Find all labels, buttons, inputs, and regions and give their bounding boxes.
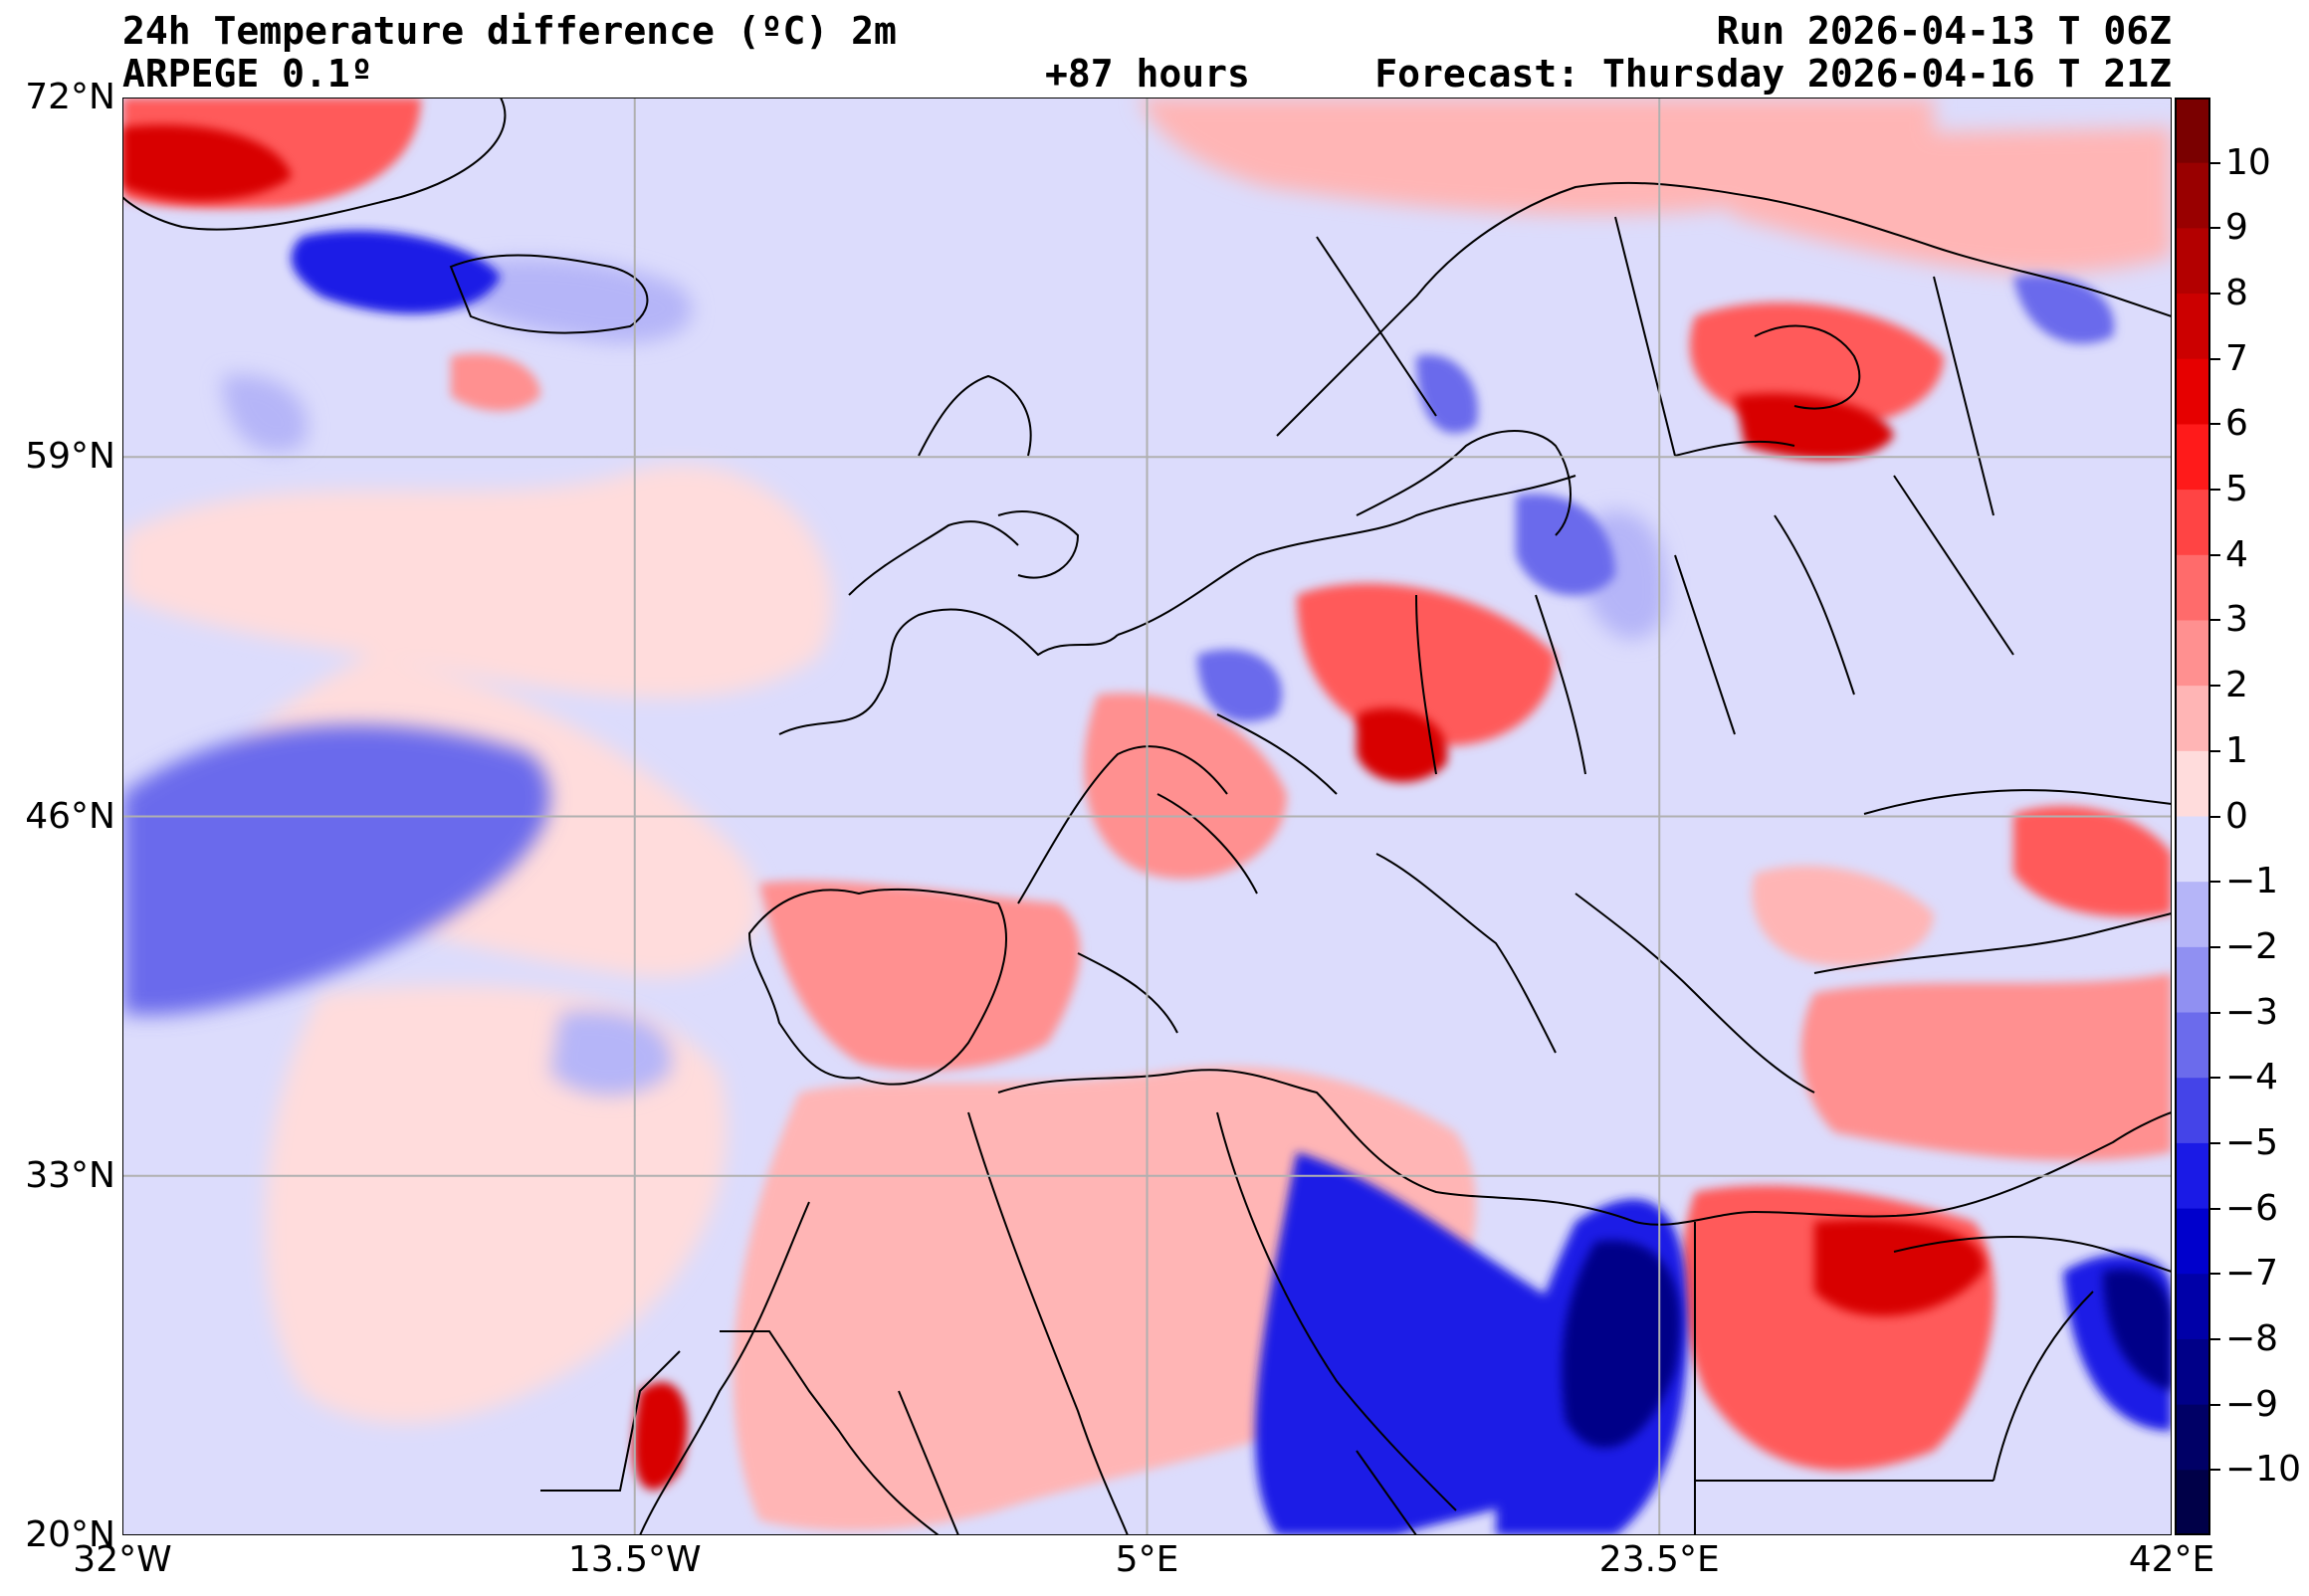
- hot-core-areas: [122, 124, 1985, 1491]
- colorbar-swatch: [2175, 1208, 2210, 1275]
- colorbar-swatch: [2175, 1142, 2210, 1210]
- colorbar-swatch: [2175, 554, 2210, 621]
- model-label: ARPEGE 0.1º: [122, 52, 373, 96]
- colorbar-tick: [2210, 1077, 2220, 1080]
- colorbar-tick: [2210, 161, 2220, 164]
- colorbar-frame: [2175, 98, 2210, 1535]
- colorbar-tick: [2210, 357, 2220, 360]
- latitude-tick-label: 72°N: [25, 77, 115, 117]
- graticule: [122, 98, 2172, 1535]
- colorbar-tick: [2210, 1011, 2220, 1014]
- colorbar: [2175, 98, 2210, 1535]
- colorbar-label: 0: [2225, 795, 2248, 837]
- colorbar-swatch: [2175, 490, 2210, 556]
- longitude-tick-label: 23.5°E: [1598, 1539, 1720, 1580]
- colorbar-tick: [2210, 489, 2220, 492]
- colorbar-tick: [2210, 619, 2220, 622]
- colorbar-label: −10: [2225, 1449, 2301, 1491]
- colorbar-label: 5: [2225, 469, 2248, 510]
- run-label: Run 2026-04-13 T 06Z: [1716, 9, 2172, 53]
- colorbar-swatch: [2175, 1274, 2210, 1340]
- colorbar-swatch: [2175, 98, 2210, 164]
- colorbar-swatch: [2175, 358, 2210, 425]
- colorbar-swatch: [2175, 882, 2210, 948]
- colorbar-swatch: [2175, 816, 2210, 883]
- colorbar-label: −9: [2225, 1383, 2279, 1425]
- colorbar-swatch: [2175, 294, 2210, 360]
- colorbar-swatch: [2175, 228, 2210, 295]
- colorbar-tick: [2210, 815, 2220, 818]
- colorbar-tick: [2210, 1469, 2220, 1472]
- colorbar-tick: [2210, 685, 2220, 688]
- colorbar-tick: [2210, 1403, 2220, 1406]
- colorbar-label: 1: [2225, 729, 2248, 771]
- longitude-tick-label: 42°E: [2128, 1539, 2215, 1580]
- colorbar-swatch: [2175, 620, 2210, 687]
- colorbar-label: −8: [2225, 1317, 2279, 1359]
- map-canvas: [122, 98, 2172, 1535]
- coastlines: [122, 98, 2172, 1535]
- longitude-tick-label: 5°E: [1115, 1539, 1179, 1580]
- colorbar-swatch: [2175, 750, 2210, 817]
- latitude-tick-label: 33°N: [25, 1154, 115, 1196]
- colorbar-label: 8: [2225, 273, 2248, 314]
- colorbar-swatch: [2175, 1404, 2210, 1471]
- cold-core-areas: [291, 230, 2172, 1449]
- forecast-label: Forecast: Thursday 2026-04-16 T 21Z: [1374, 52, 2172, 96]
- colorbar-label: 2: [2225, 665, 2248, 706]
- latitude-tick-label: 46°N: [25, 795, 115, 837]
- temperature-map: [122, 98, 2172, 1535]
- colorbar-swatch: [2175, 1078, 2210, 1144]
- latitude-tick-label: 20°N: [25, 1514, 115, 1555]
- colorbar-label: −1: [2225, 861, 2279, 902]
- latitude-tick-label: 59°N: [25, 436, 115, 478]
- colorbar-label: 3: [2225, 599, 2248, 641]
- colorbar-label: −5: [2225, 1121, 2279, 1163]
- lead-time-label: +87 hours: [1045, 52, 1250, 96]
- colorbar-label: −4: [2225, 1057, 2279, 1098]
- colorbar-tick: [2210, 1337, 2220, 1340]
- colorbar-label: 9: [2225, 207, 2248, 249]
- colorbar-swatch: [2175, 424, 2210, 491]
- colorbar-tick: [2210, 945, 2220, 948]
- longitude-tick-label: 13.5°W: [567, 1539, 702, 1580]
- country-borders: [540, 216, 2094, 1535]
- colorbar-swatch: [2175, 1470, 2210, 1535]
- colorbar-swatch: [2175, 1012, 2210, 1079]
- colorbar-label: −2: [2225, 925, 2279, 967]
- colorbar-tick: [2210, 749, 2220, 752]
- colorbar-tick: [2210, 1141, 2220, 1144]
- colorbar-tick: [2210, 423, 2220, 426]
- colorbar-swatch: [2175, 162, 2210, 229]
- colorbar-tick: [2210, 1273, 2220, 1276]
- colorbar-swatch: [2175, 946, 2210, 1014]
- colorbar-tick: [2210, 1207, 2220, 1210]
- colorbar-tick: [2210, 553, 2220, 556]
- colorbar-swatch: [2175, 686, 2210, 752]
- colorbar-tick: [2210, 881, 2220, 884]
- colorbar-label: 6: [2225, 403, 2248, 445]
- colorbar-label: −7: [2225, 1253, 2279, 1295]
- colorbar-swatch: [2175, 1338, 2210, 1406]
- colorbar-tick: [2210, 227, 2220, 230]
- colorbar-label: 4: [2225, 533, 2248, 575]
- colorbar-label: −6: [2225, 1187, 2279, 1229]
- longitude-tick-label: 32°W: [73, 1539, 172, 1580]
- colorbar-label: −3: [2225, 991, 2279, 1033]
- chart-title: 24h Temperature difference (ºC) 2m: [122, 9, 897, 53]
- colorbar-tick: [2210, 293, 2220, 296]
- colorbar-label: 10: [2225, 141, 2271, 183]
- colorbar-label: 7: [2225, 337, 2248, 379]
